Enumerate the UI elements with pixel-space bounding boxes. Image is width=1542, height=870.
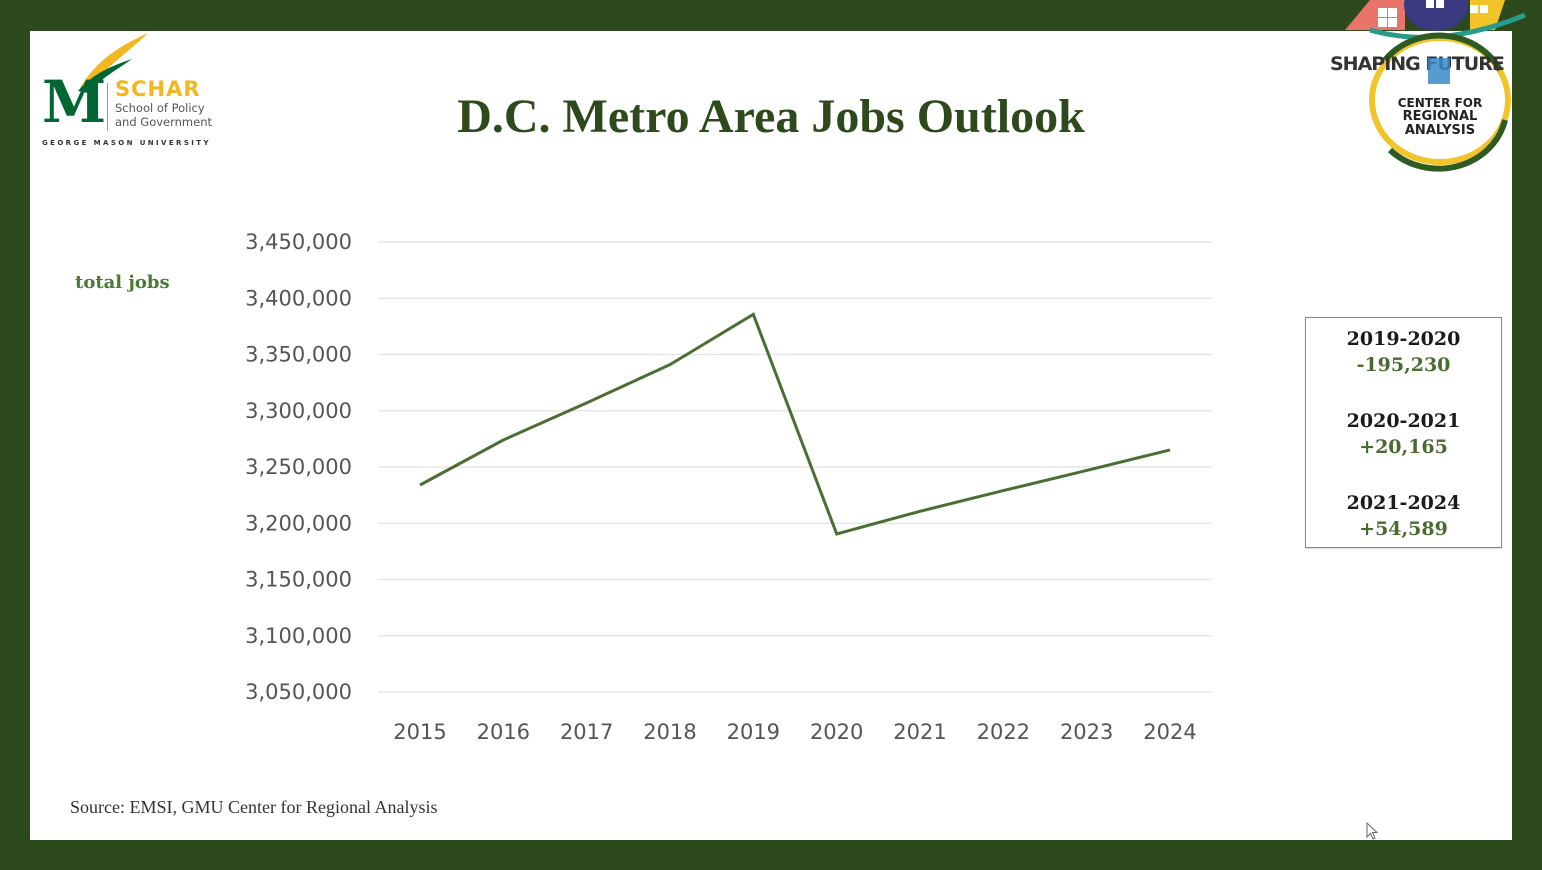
x-tick-label: 2024: [1143, 720, 1196, 744]
mouse-cursor-icon: [1366, 822, 1379, 840]
y-tick-label: 3,400,000: [245, 286, 352, 310]
svg-text:REGIONAL: REGIONAL: [1403, 109, 1478, 124]
house-icon: [1404, 0, 1468, 31]
university-name: GEORGE MASON UNIVERSITY: [42, 139, 211, 147]
center-for-regional-analysis-logo: SHAPING FUTURE CENTER FOR REGIONAL ANALY…: [1330, 0, 1526, 172]
house-icon: [1470, 0, 1505, 30]
x-tick-label: 2017: [560, 720, 613, 744]
y-tick-label: 3,050,000: [245, 680, 352, 704]
y-tick-label: 3,150,000: [245, 568, 352, 592]
change-value: -195,230: [1356, 354, 1451, 376]
x-tick-label: 2018: [643, 720, 696, 744]
y-tick-label: 3,100,000: [245, 624, 352, 648]
change-item: 2020-2021 +20,165: [1306, 408, 1501, 460]
change-period: 2019-2020: [1346, 328, 1461, 350]
line-chart: 3,450,000 3,400,000 3,350,000 3,300,000 3,25…: [245, 230, 1212, 744]
logo-divider: [107, 83, 108, 131]
cra-banner-text: SHAPING FUTURE: [1330, 53, 1504, 75]
x-tick-label: 2020: [810, 720, 863, 744]
x-tick-label: 2016: [477, 720, 530, 744]
change-period: 2020-2021: [1346, 410, 1461, 432]
change-item: 2021-2024 +54,589: [1306, 490, 1501, 542]
x-axis-ticks: 2015 2016 2017 2018 2019 2020 2021 2022 2023 2024: [393, 720, 1196, 744]
y-axis-ticks: 3,450,000 3,400,000 3,350,000 3,300,000 3,25…: [245, 230, 352, 704]
change-summary-box: 2019-2020 -195,230 2020-2021 +20,165 202…: [1305, 317, 1502, 548]
x-tick-label: 2023: [1060, 720, 1113, 744]
schar-subtitle: School of Policy and Government: [115, 101, 213, 129]
flame-icon: [78, 33, 148, 93]
x-tick-label: 2021: [893, 720, 946, 744]
y-tick-label: 3,450,000: [245, 230, 352, 254]
svg-text:CENTER FOR: CENTER FOR: [1398, 96, 1483, 110]
slide-title: D.C. Metro Area Jobs Outlook: [457, 90, 1085, 143]
x-tick-label: 2015: [393, 720, 446, 744]
source-note: Source: EMSI, GMU Center for Regional An…: [70, 797, 438, 817]
schar-school-logo: M SCHAR School of Policy and Government …: [42, 33, 232, 153]
y-tick-label: 3,350,000: [245, 343, 352, 367]
slide: M SCHAR School of Policy and Government …: [30, 31, 1512, 840]
schar-wordmark: SCHAR: [115, 77, 201, 101]
x-tick-label: 2019: [727, 720, 780, 744]
y-tick-label: 3,250,000: [245, 455, 352, 479]
change-item: 2019-2020 -195,230: [1306, 326, 1501, 378]
change-period: 2021-2024: [1346, 492, 1461, 514]
change-value: +54,589: [1359, 518, 1448, 540]
svg-text:ANALYSIS: ANALYSIS: [1405, 123, 1475, 138]
gmu-m-letter: M: [42, 68, 107, 136]
y-tick-label: 3,200,000: [245, 511, 352, 535]
total-jobs-line: [419, 312, 1171, 536]
x-tick-label: 2022: [977, 720, 1030, 744]
gridlines: [378, 241, 1212, 693]
y-axis-label: total jobs: [75, 272, 170, 293]
y-tick-label: 3,300,000: [245, 399, 352, 423]
change-value: +20,165: [1359, 436, 1448, 458]
